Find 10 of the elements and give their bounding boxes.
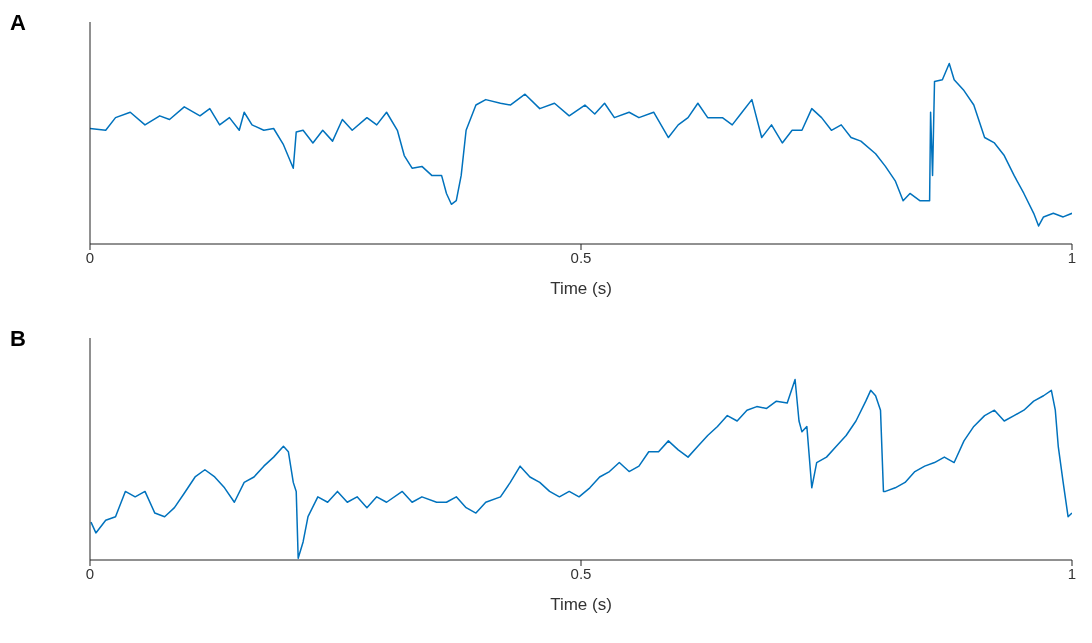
x-tick-label: 0 — [85, 248, 95, 266]
x-tick-label: 0.5 — [570, 248, 592, 266]
x-axis-title: Time (s) — [550, 595, 612, 614]
x-tick-label: 0 — [85, 564, 95, 582]
chart-title: A — [10, 10, 26, 36]
x-tick-label: 1 — [1067, 564, 1077, 582]
chart-title: B — [10, 326, 26, 352]
x-tick-label: 0.5 — [570, 564, 592, 582]
x-axis-title: Time (s) — [550, 279, 612, 298]
x-tick-label: 1 — [1067, 248, 1077, 266]
